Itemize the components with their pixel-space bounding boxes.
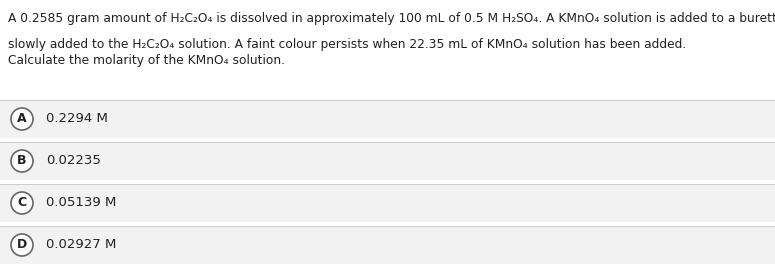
- Text: slowly added to the H₂C₂O₄ solution. A faint colour persists when 22.35 mL of KM: slowly added to the H₂C₂O₄ solution. A f…: [8, 38, 686, 51]
- Circle shape: [11, 234, 33, 256]
- Text: 0.05139 M: 0.05139 M: [46, 196, 116, 210]
- Text: B: B: [17, 154, 27, 167]
- Text: 0.02235: 0.02235: [46, 154, 101, 167]
- Bar: [0, 142, 775, 180]
- Text: 0.02927 M: 0.02927 M: [46, 238, 116, 252]
- Circle shape: [11, 192, 33, 214]
- Text: Calculate the molarity of the KMnO₄ solution.: Calculate the molarity of the KMnO₄ solu…: [8, 54, 285, 67]
- Circle shape: [11, 108, 33, 130]
- Bar: [0, 100, 775, 138]
- Text: A 0.2585 gram amount of H₂C₂O₄ is dissolved in approximately 100 mL of 0.5 M H₂S: A 0.2585 gram amount of H₂C₂O₄ is dissol…: [8, 12, 775, 25]
- Text: 0.2294 M: 0.2294 M: [46, 112, 108, 125]
- Text: C: C: [17, 196, 26, 210]
- Bar: [0, 184, 775, 222]
- Circle shape: [11, 150, 33, 172]
- Bar: [0, 226, 775, 264]
- Text: A: A: [17, 112, 27, 125]
- Text: D: D: [17, 238, 27, 252]
